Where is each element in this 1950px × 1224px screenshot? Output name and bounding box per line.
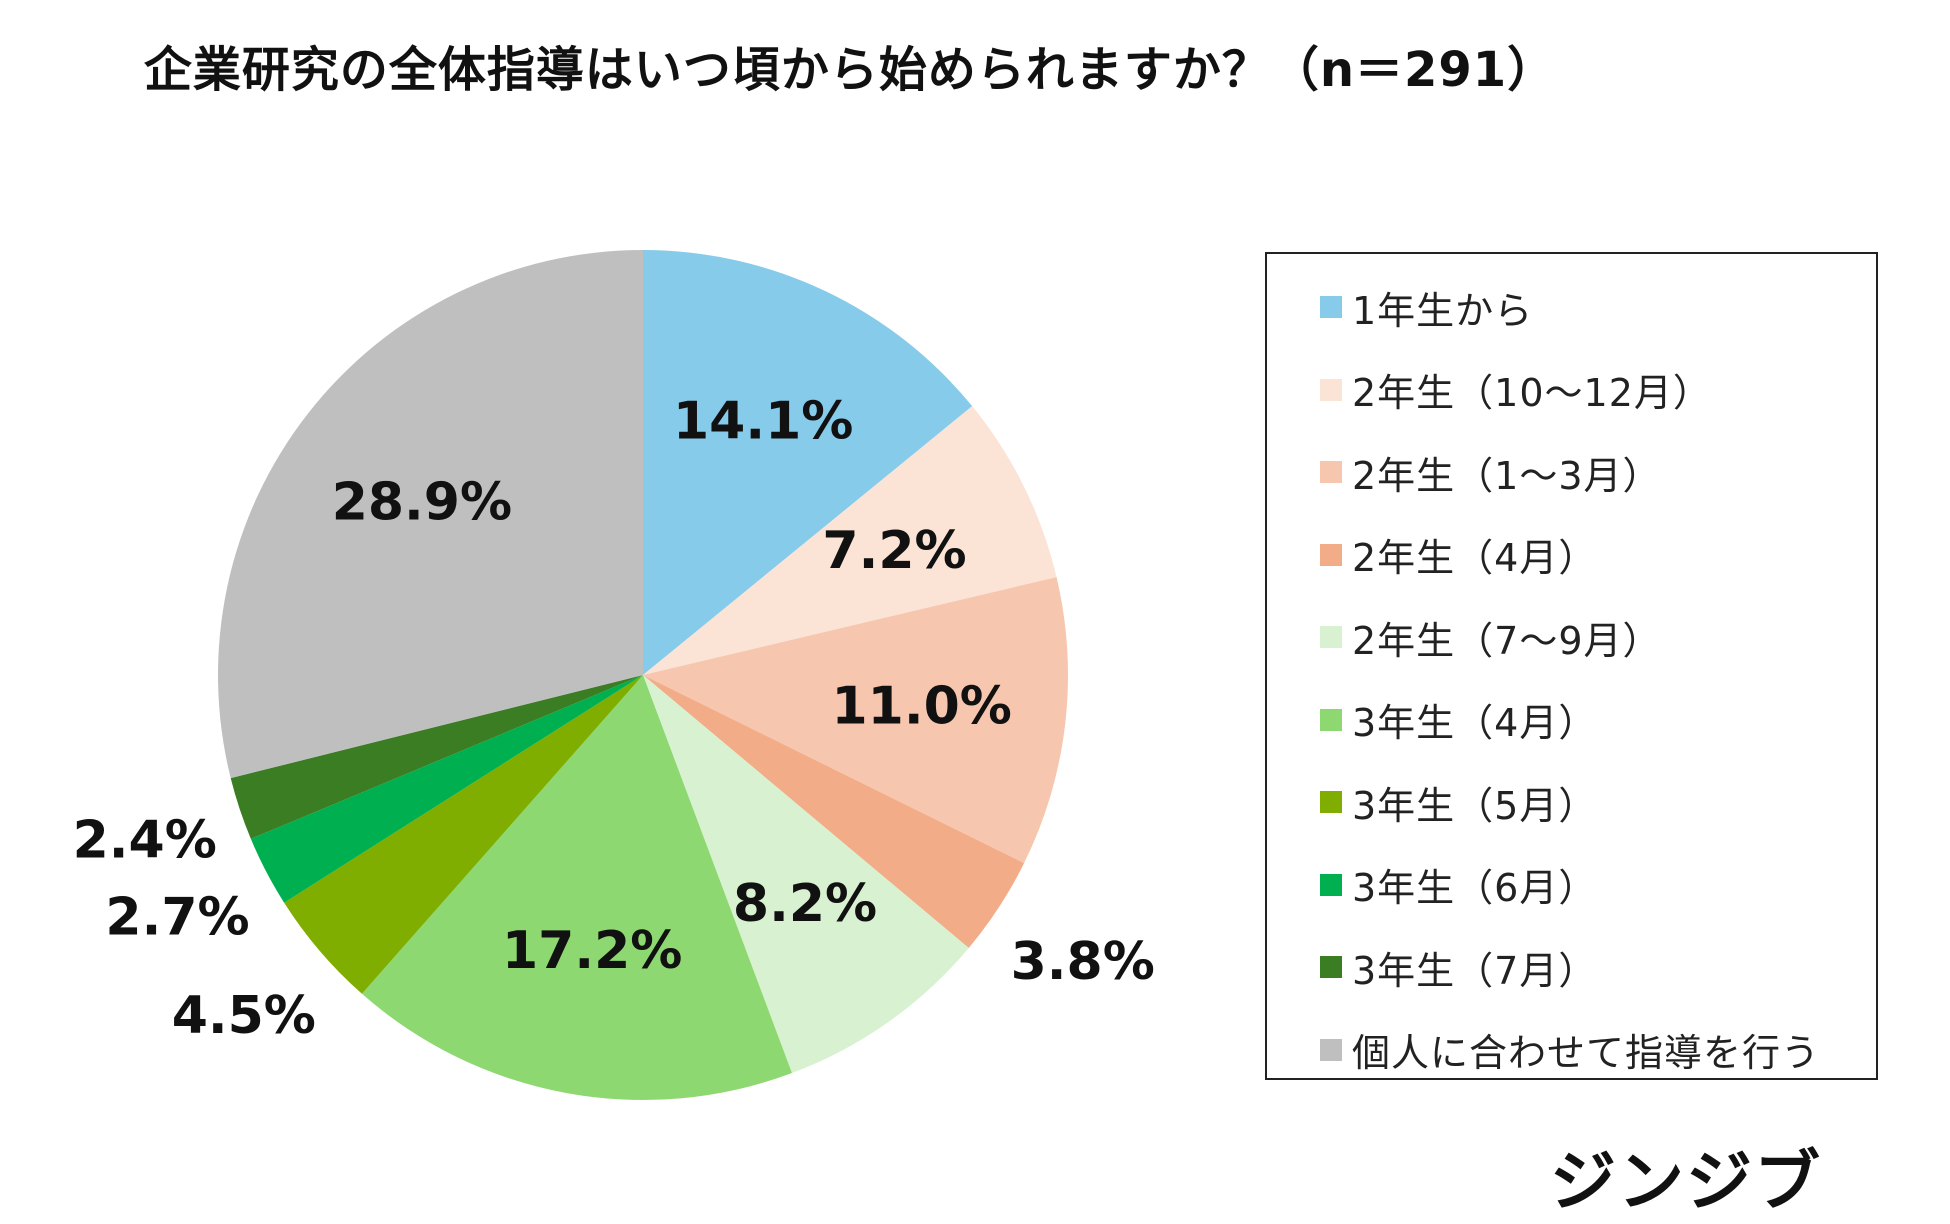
legend-label: 2年生（1～3月） [1352,453,1662,498]
legend-label: 個人に合わせて指導を行う [1352,1031,1821,1076]
data-label-slice-3: 11.0% [831,677,1011,737]
legend-item-7: 3年生（5月） [1267,761,1876,844]
pie-slice-6 [361,675,792,1100]
data-label-slice-4: 3.8% [1011,932,1155,992]
legend-swatch [1320,296,1342,319]
pie-slice-10 [218,250,643,779]
legend-swatch [1320,873,1342,896]
pie-slice-1 [643,250,973,675]
legend-item-4: 2年生（4月） [1267,514,1876,597]
data-label-slice-6: 17.2% [502,921,682,981]
legend-label: 2年生（4月） [1352,536,1598,581]
legend-swatch [1320,461,1342,484]
data-label-slice-10: 28.9% [332,472,512,532]
legend-item-10: 個人に合わせて指導を行う [1267,1009,1876,1092]
legend-item-6: 3年生（4月） [1267,679,1876,762]
legend-item-2: 2年生（10～12月） [1267,349,1876,432]
legend-swatch [1320,791,1342,814]
legend-swatch [1320,378,1342,401]
legend-label: 3年生（5月） [1352,783,1598,828]
legend-label: 3年生（6月） [1352,866,1598,911]
pie-slice-9 [230,675,643,839]
legend-swatch [1320,708,1342,731]
chart-title: 企業研究の全体指導はいつ頃から始められますか？（n＝291） [143,42,1557,98]
legend-swatch [1320,1038,1342,1061]
pie-slice-2 [643,406,1057,675]
legend-item-3: 2年生（1～3月） [1267,431,1876,514]
pie-slice-5 [643,675,969,1074]
data-label-slice-1: 14.1% [673,392,853,452]
legend-swatch [1320,543,1342,566]
legend-label: 3年生（4月） [1352,701,1598,746]
legend-swatch [1320,626,1342,649]
legend-item-1: 1年生から [1267,266,1876,349]
legend-label: 3年生（7月） [1352,948,1598,993]
brand-logo: ジンジブ [1550,1143,1822,1220]
data-label-slice-2: 7.2% [822,521,966,581]
data-label-slice-8: 2.7% [105,888,249,948]
legend-item-9: 3年生（7月） [1267,926,1876,1009]
pie-data-labels: 14.1% 7.2% 11.0% 3.8% 8.2% 17.2% 4.5% 2.7% 2.4% 2… [73,392,1155,1046]
legend-item-8: 3年生（6月） [1267,844,1876,927]
pie-slice-8 [250,675,644,903]
legend-label: 2年生（10～12月） [1352,371,1712,416]
legend-item-5: 2年生（7～9月） [1267,596,1876,679]
pie-slice-7 [284,675,643,994]
pie-slice-4 [643,675,1025,948]
chart-legend: 1年生から 2年生（10～12月） 2年生（1～3月） 2年生（4月） 2年生（7～9月… [1265,252,1878,1080]
pie-slices [218,250,1069,1100]
legend-label: 2年生（7～9月） [1352,618,1662,663]
data-label-slice-9: 2.4% [73,810,217,870]
data-label-slice-7: 4.5% [172,986,316,1046]
legend-label: 1年生から [1352,288,1534,333]
data-label-slice-5: 8.2% [733,874,877,934]
pie-slice-3 [643,577,1069,864]
legend-swatch [1320,956,1342,979]
